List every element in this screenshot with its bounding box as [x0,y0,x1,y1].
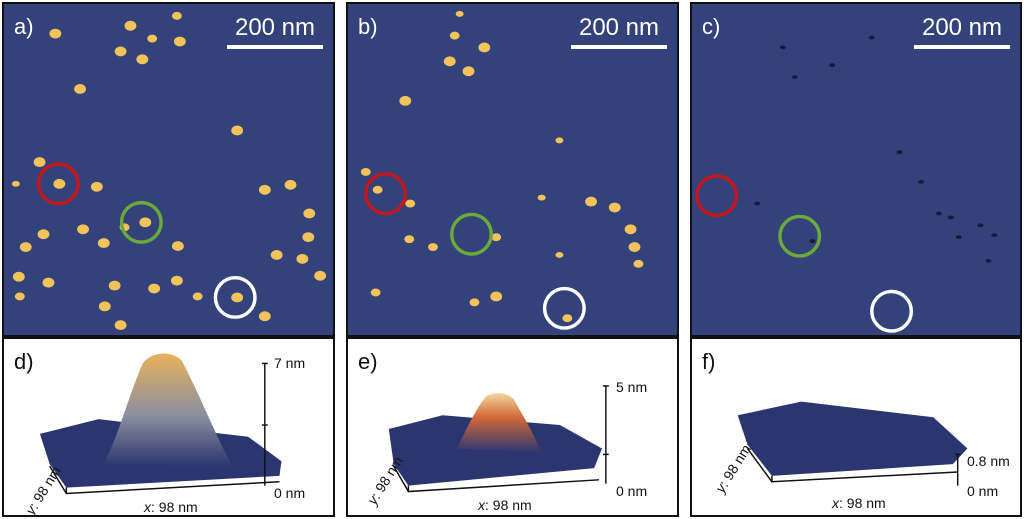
afm-panel-c: c) 200 nm [690,2,1022,337]
z-top-label: 5 nm [616,379,648,395]
panel-label: f) [702,349,716,374]
white-marker-circle [542,286,586,330]
red-marker-circle [36,162,80,206]
surface-panel-e: e) 5 nm 0 nm y: 98 nm x: 98 nm [346,337,679,517]
surface-panel-f: f) 0.8 nm 0 nm y: 98 nm x: 98 nm [690,337,1022,517]
red-marker-circle [695,174,739,218]
scale-bar-line [227,45,323,49]
x-axis-value: : 98 nm [151,499,198,515]
particles-b [360,10,644,323]
x-axis-symbol: x [832,495,839,511]
z-bottom-label: 0 nm [616,483,648,499]
x-axis-label: x: 98 nm [832,495,886,511]
x-axis-symbol: x [144,499,151,515]
scale-bar: 200 nm [914,14,1010,49]
panel-label: e) [358,349,378,374]
afm-image-c [692,4,1020,335]
scale-bar: 200 nm [227,14,323,49]
afm-image-a [4,4,333,335]
green-marker-circle [450,212,493,256]
green-marker-circle [778,214,822,258]
white-marker-circle [213,275,257,319]
afm-image-b [348,4,677,335]
afm-panel-b: b) 200 nm [346,2,679,337]
panel-label: d) [14,349,34,374]
white-marker-circle [870,289,914,333]
x-axis-symbol: x [478,497,485,513]
z-top-label: 0.8 nm [967,453,1010,469]
particles-a [11,11,327,331]
scale-bar-label: 200 nm [578,14,660,41]
scale-bar-line [571,45,667,49]
scale-bar: 200 nm [571,14,667,49]
scale-bar-line [914,45,1010,49]
z-bottom-label: 0 nm [967,483,999,499]
surface-plot-d [39,353,282,495]
green-marker-circle [119,200,163,244]
panel-label: a) [14,14,34,39]
panel-label: b) [358,14,378,39]
x-axis-value: : 98 nm [839,495,886,511]
z-top-label: 7 nm [274,355,306,371]
x-axis-label: x: 98 nm [144,499,198,515]
pits-c [754,35,998,263]
scale-bar-label: 200 nm [234,14,316,41]
afm-panel-a: a) 200 nm [2,2,335,337]
x-axis-label: x: 98 nm [478,497,532,513]
surface-plot-e [388,385,609,493]
scale-bar-label: 200 nm [921,14,1003,41]
red-marker-circle [364,172,408,216]
x-axis-value: : 98 nm [485,497,532,513]
surface-panel-d: d) 7 nm 0 nm y: 98 nm x: 98 nm [2,337,335,517]
panel-label: c) [702,14,721,39]
z-bottom-label: 0 nm [274,485,306,501]
surface-plot-f [737,401,968,486]
